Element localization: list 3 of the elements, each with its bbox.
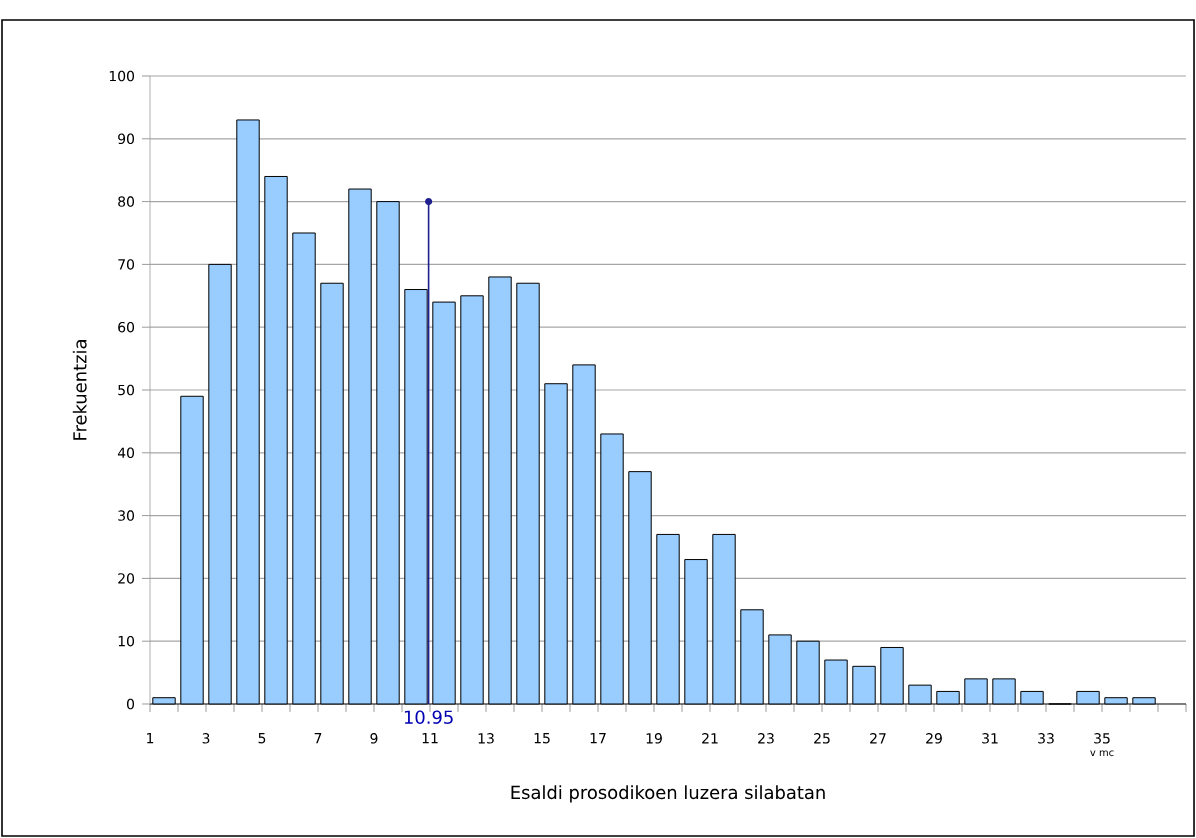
annotation: 10.95 (404, 710, 453, 724)
y-axis-title: Frekuentzia (72, 340, 87, 440)
x-axis-title: Esaldi prosodikoen luzera silabatan (511, 785, 825, 803)
